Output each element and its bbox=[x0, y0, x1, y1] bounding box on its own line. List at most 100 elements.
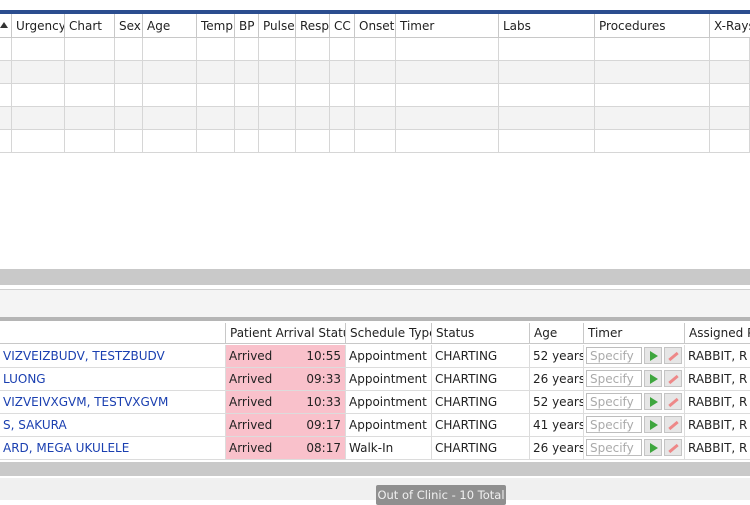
schedule-type-cell[interactable]: Walk-In bbox=[346, 437, 432, 460]
column-header-arrival-status[interactable]: Patient Arrival Status bbox=[226, 323, 346, 344]
grid-cell[interactable] bbox=[710, 107, 750, 130]
grid-cell[interactable] bbox=[330, 107, 355, 130]
grid-cell[interactable] bbox=[259, 84, 296, 107]
arrival-status-cell[interactable]: Arrived 08:17 bbox=[226, 437, 346, 460]
column-header-sex[interactable]: Sex bbox=[115, 14, 143, 38]
grid-cell[interactable] bbox=[330, 61, 355, 84]
grid-cell[interactable] bbox=[595, 84, 710, 107]
column-header-pulse[interactable]: Pulse bbox=[259, 14, 296, 38]
column-header-patient-name[interactable] bbox=[0, 323, 226, 344]
grid-cell[interactable] bbox=[12, 61, 65, 84]
grid-cell[interactable] bbox=[396, 107, 499, 130]
column-header-labs[interactable]: Labs bbox=[499, 14, 595, 38]
grid-cell[interactable] bbox=[197, 130, 235, 153]
column-header-chart[interactable]: Chart bbox=[65, 14, 115, 38]
grid-cell[interactable] bbox=[65, 61, 115, 84]
column-header-assigned-provider[interactable]: Assigned P bbox=[685, 323, 750, 344]
grid-cell[interactable] bbox=[396, 38, 499, 61]
grid-cell[interactable] bbox=[0, 38, 12, 61]
grid-cell[interactable] bbox=[197, 107, 235, 130]
grid-cell[interactable] bbox=[595, 38, 710, 61]
grid-cell[interactable] bbox=[115, 130, 143, 153]
grid-cell[interactable] bbox=[296, 107, 330, 130]
out-of-clinic-tab[interactable]: Out of Clinic - 10 Total bbox=[376, 485, 506, 505]
assigned-provider-cell[interactable]: RABBIT, R [R bbox=[685, 391, 750, 414]
column-header-bp[interactable]: BP bbox=[235, 14, 259, 38]
grid-cell[interactable] bbox=[710, 84, 750, 107]
grid-cell[interactable] bbox=[197, 84, 235, 107]
grid-cell[interactable] bbox=[355, 107, 396, 130]
grid-cell[interactable] bbox=[710, 61, 750, 84]
status-cell[interactable]: CHARTING bbox=[432, 391, 530, 414]
timer-clear-icon[interactable] bbox=[664, 439, 682, 456]
patient-name-link[interactable]: S, SAKURA bbox=[0, 414, 226, 437]
grid-cell[interactable] bbox=[12, 130, 65, 153]
assigned-provider-cell[interactable]: RABBIT, R [R bbox=[685, 437, 750, 460]
grid-cell[interactable] bbox=[259, 130, 296, 153]
grid-cell[interactable] bbox=[143, 130, 197, 153]
grid-cell[interactable] bbox=[330, 130, 355, 153]
grid-cell[interactable] bbox=[65, 107, 115, 130]
grid-cell[interactable] bbox=[143, 38, 197, 61]
grid-cell[interactable] bbox=[595, 130, 710, 153]
grid-cell[interactable] bbox=[355, 61, 396, 84]
grid-cell[interactable] bbox=[143, 84, 197, 107]
grid-cell[interactable] bbox=[259, 38, 296, 61]
column-header-xrays[interactable]: X-Rays bbox=[710, 14, 750, 38]
bottom-splitter[interactable] bbox=[0, 462, 750, 476]
schedule-type-cell[interactable]: Appointment bbox=[346, 368, 432, 391]
grid-cell[interactable] bbox=[330, 84, 355, 107]
sort-column-header[interactable] bbox=[0, 14, 12, 38]
grid-cell[interactable] bbox=[65, 38, 115, 61]
timer-specify-input[interactable]: Specify bbox=[586, 393, 642, 410]
status-cell[interactable]: CHARTING bbox=[432, 437, 530, 460]
grid-cell[interactable] bbox=[115, 61, 143, 84]
timer-clear-icon[interactable] bbox=[664, 393, 682, 410]
grid-cell[interactable] bbox=[0, 107, 12, 130]
arrival-status-cell[interactable]: Arrived 09:17 bbox=[226, 414, 346, 437]
grid-cell[interactable] bbox=[330, 38, 355, 61]
schedule-type-cell[interactable]: Appointment bbox=[346, 345, 432, 368]
arrival-status-cell[interactable]: Arrived 09:33 bbox=[226, 368, 346, 391]
grid-cell[interactable] bbox=[115, 38, 143, 61]
column-header-timer[interactable]: Timer bbox=[396, 14, 499, 38]
grid-cell[interactable] bbox=[259, 61, 296, 84]
column-header-resp[interactable]: Resp bbox=[296, 14, 330, 38]
schedule-type-cell[interactable]: Appointment bbox=[346, 391, 432, 414]
timer-start-icon[interactable] bbox=[644, 416, 662, 433]
timer-specify-input[interactable]: Specify bbox=[586, 370, 642, 387]
grid-cell[interactable] bbox=[296, 84, 330, 107]
arrival-status-cell[interactable]: Arrived 10:55 bbox=[226, 345, 346, 368]
status-cell[interactable]: CHARTING bbox=[432, 414, 530, 437]
grid-cell[interactable] bbox=[355, 130, 396, 153]
column-header-urgency[interactable]: Urgency bbox=[12, 14, 65, 38]
patient-name-link[interactable]: VIZVEIVXGVM, TESTVXGVM bbox=[0, 391, 226, 414]
grid-cell[interactable] bbox=[296, 38, 330, 61]
grid-cell[interactable] bbox=[115, 107, 143, 130]
column-header-procedures[interactable]: Procedures bbox=[595, 14, 710, 38]
grid-cell[interactable] bbox=[235, 61, 259, 84]
column-header-timer[interactable]: Timer bbox=[584, 323, 685, 344]
grid-cell[interactable] bbox=[396, 61, 499, 84]
timer-clear-icon[interactable] bbox=[664, 416, 682, 433]
column-header-onset[interactable]: Onset bbox=[355, 14, 396, 38]
timer-specify-input[interactable]: Specify bbox=[586, 416, 642, 433]
grid-cell[interactable] bbox=[12, 107, 65, 130]
grid-cell[interactable] bbox=[499, 61, 595, 84]
grid-cell[interactable] bbox=[499, 130, 595, 153]
timer-clear-icon[interactable] bbox=[664, 370, 682, 387]
grid-cell[interactable] bbox=[296, 61, 330, 84]
column-header-cc[interactable]: CC bbox=[330, 14, 355, 38]
column-header-status[interactable]: Status bbox=[432, 323, 530, 344]
grid-cell[interactable] bbox=[65, 84, 115, 107]
grid-cell[interactable] bbox=[499, 84, 595, 107]
grid-cell[interactable] bbox=[710, 130, 750, 153]
timer-start-icon[interactable] bbox=[644, 347, 662, 364]
grid-cell[interactable] bbox=[235, 38, 259, 61]
grid-cell[interactable] bbox=[0, 130, 12, 153]
grid-cell[interactable] bbox=[355, 38, 396, 61]
status-cell[interactable]: CHARTING bbox=[432, 345, 530, 368]
column-header-temp[interactable]: Temp bbox=[197, 14, 235, 38]
panel-splitter[interactable] bbox=[0, 269, 750, 285]
grid-cell[interactable] bbox=[235, 84, 259, 107]
